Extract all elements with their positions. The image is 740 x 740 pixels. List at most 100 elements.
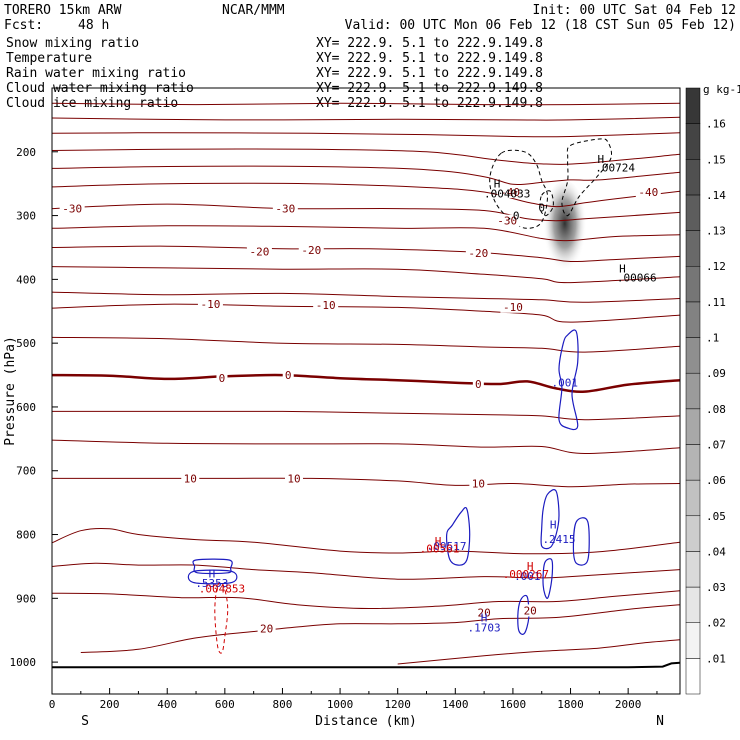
x-axis-title: Distance (km)	[315, 714, 417, 729]
temperature-label-19: 20	[524, 604, 537, 617]
temperature-label-16: 10	[472, 477, 485, 490]
cloud-water-contours	[187, 329, 590, 635]
temperature-contour-19	[51, 590, 681, 610]
y-tick-label-2: 400	[16, 273, 36, 286]
colorbar-label-15: .16	[706, 118, 726, 131]
surface-line	[52, 661, 681, 669]
temperature-label-bg-14	[181, 472, 200, 485]
temperature-label-bg-3	[635, 185, 661, 198]
cloud-water-label-4: .09517	[427, 540, 467, 553]
cloud-water-label-0: .001	[552, 377, 579, 390]
cloud-ice-label-5: .00724	[595, 162, 635, 175]
x-tick-label-9: 1800	[557, 698, 584, 711]
temperature-label-18: 20	[477, 606, 490, 619]
legend-name-snow: Snow mixing ratio	[6, 36, 139, 51]
y-tick-label-8: 1000	[10, 656, 37, 669]
colorbar-label-12: .13	[706, 225, 726, 238]
colorbar: g kg-1 .01 .02 .03 .04 .05 .06 .07 .08 .09 .1 .11.…	[685, 83, 740, 695]
colorbar-label-6: .07	[706, 438, 726, 451]
cloud-ice-contours	[489, 138, 613, 229]
temperature-label-bg-0	[59, 202, 85, 215]
legend: Snow mixing ratio XY= 222.9. 5.1 to 222.…	[6, 36, 543, 111]
cloud-water-contour-2	[572, 517, 590, 566]
temperature-label-bg-7	[465, 247, 491, 260]
cloud-water-label-1: H	[550, 518, 557, 531]
temperature-label-0: -30	[62, 203, 82, 216]
colorbar-label-1: .02	[706, 617, 726, 630]
cloud-ice-contour-0	[489, 149, 549, 229]
snow-shading-max	[542, 180, 587, 277]
colorbar-bin-10	[685, 301, 701, 338]
x-tick-label-0: 0	[49, 698, 56, 711]
temperature-label-bg-12	[282, 369, 294, 382]
temperature-contour-1	[51, 116, 681, 121]
colorbar-unit: g kg-1	[703, 83, 740, 96]
colorbar-label-8: .09	[706, 367, 726, 380]
temperature-label-1: -30	[275, 203, 295, 216]
colorbar-bin-16	[685, 87, 701, 124]
colorbar-bin-1	[685, 622, 701, 659]
rain-label-1: .00561	[420, 543, 460, 556]
rain-label-4: .004853	[199, 583, 245, 596]
x-tick-label-6: 1200	[384, 698, 411, 711]
cloud-water-contour-1	[540, 489, 560, 550]
cloud-ice-label-2: 0	[538, 201, 545, 214]
temperature-label-2: -40	[500, 186, 520, 199]
temperature-label-13: 0	[475, 378, 482, 391]
legend-xy-cloud-ice: XY= 222.9. 5.1 to 222.9.149.8	[316, 96, 543, 111]
rain-contour-0	[214, 582, 229, 654]
rain-label-2: H	[527, 560, 534, 573]
colorbar-label-7: .08	[706, 403, 726, 416]
y-axis: 200 300 400 500 600 700 800 900 1000	[10, 146, 58, 669]
temperature-label-bg-19	[521, 604, 540, 617]
temperature-contour-13	[51, 373, 681, 393]
x-tick-label-3: 600	[215, 698, 235, 711]
temperature-label-bg-9	[313, 298, 339, 311]
colorbar-label-13: .14	[706, 189, 726, 202]
temperature-label-bg-11	[216, 372, 228, 385]
temperature-label-bg-1	[272, 202, 298, 215]
colorbar-bin-3	[685, 551, 701, 588]
y-tick-label-5: 700	[16, 465, 36, 478]
temperature-contour-5	[51, 182, 681, 208]
mixing-ratio-labels: .001H.2415.001.09517H.5353H.1703H.00561H…	[195, 153, 656, 635]
x-tick-label-5: 1000	[327, 698, 354, 711]
x-tick-label-1: 200	[100, 698, 120, 711]
x-tick-label-4: 800	[273, 698, 293, 711]
colorbar-label-9: .1	[706, 332, 719, 345]
colorbar-label-10: .11	[706, 296, 726, 309]
y-tick-label-0: 200	[16, 146, 36, 159]
temperature-label-14: 10	[184, 472, 197, 485]
temperature-label-bg-5	[246, 245, 272, 258]
temperature-label-bg-2	[497, 185, 523, 198]
cloud-water-contour-4	[542, 558, 554, 599]
legend-xy-rain: XY= 222.9. 5.1 to 222.9.149.8	[316, 66, 543, 81]
x-tick-label-2: 400	[157, 698, 177, 711]
colorbar-bin-7	[685, 408, 701, 445]
colorbar-label-14: .15	[706, 153, 726, 166]
temperature-contour-labels: -30 -30 -40 -40 -30 -20 -20 -20 -10 -10 -10 0 0 0 10 10…	[59, 185, 661, 635]
cloud-ice-contour-2	[539, 190, 554, 217]
temperature-contour-12	[51, 336, 681, 353]
terrain-surface	[52, 661, 681, 669]
temperature-label-7: -20	[468, 247, 488, 260]
cloud-water-contour-0	[558, 329, 579, 431]
temperature-contour-16	[52, 477, 681, 488]
cloud-water-label-8: .1703	[468, 622, 501, 635]
colorbar-bin-0	[685, 658, 701, 695]
temperature-contour-20	[80, 604, 681, 653]
temperature-label-bg-18	[475, 606, 494, 619]
temperature-label-bg-6	[298, 244, 324, 257]
plot-frame	[51, 87, 681, 695]
cloud-water-contour-6	[192, 558, 233, 575]
cloud-ice-label-3: .0	[506, 210, 519, 223]
x-tick-label-8: 1600	[500, 698, 527, 711]
cloud-ice-label-0: H	[494, 178, 501, 191]
y-tick-label-6: 800	[16, 529, 36, 542]
y-tick-label-4: 600	[16, 401, 36, 414]
colorbar-bin-8	[685, 372, 701, 410]
temperature-label-5: -20	[249, 245, 269, 258]
colorbar-bin-5	[685, 479, 701, 517]
colorbar-label-3: .04	[706, 545, 726, 558]
temperature-contour-17	[51, 527, 681, 555]
